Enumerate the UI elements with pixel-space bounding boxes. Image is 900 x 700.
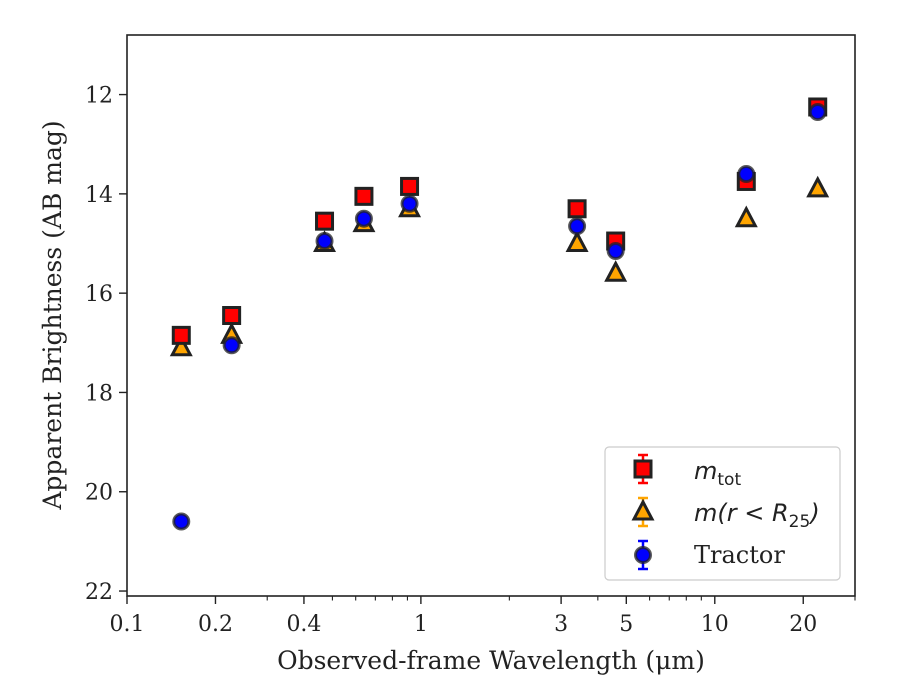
- data-point-tractor: [737, 165, 756, 184]
- data-point-tractor: [222, 336, 241, 355]
- series-m-r-r25: [169, 175, 830, 357]
- x-tick-label: 3: [554, 612, 568, 637]
- axes: 0.1 0.2 0.4 1 3 5 10 20 12 14 16 18 20 22: [85, 34, 856, 637]
- data-point-m-r-r25: [604, 260, 628, 282]
- data-point-tractor: [568, 217, 587, 236]
- plot-area: [169, 97, 830, 531]
- data-point-m-tot: [222, 306, 242, 325]
- data-point-m-tot: [567, 199, 587, 219]
- x-tick-label: 5: [619, 612, 633, 637]
- legend-marker-tractor: [634, 539, 652, 571]
- data-point-tractor: [315, 232, 334, 251]
- y-tick-label: 12: [85, 84, 113, 109]
- data-point-tractor: [172, 512, 191, 531]
- data-point-m-tot: [315, 211, 335, 231]
- series-tractor: [172, 102, 827, 531]
- data-point-m-tot: [354, 186, 374, 206]
- data-point-tractor: [808, 102, 827, 121]
- y-tick-label: 18: [85, 381, 113, 406]
- legend-marker-m-r-r25: [631, 496, 655, 528]
- y-axis-label: Apparent Brightness (AB mag): [38, 120, 67, 510]
- series-m-tot: [171, 97, 828, 345]
- legend-label-tractor: Tractor: [694, 541, 785, 569]
- data-point-tractor: [354, 209, 373, 228]
- x-tick-label: 10: [701, 612, 729, 637]
- data-point-m-tot: [400, 176, 420, 196]
- plot-frame: [126, 34, 856, 597]
- legend-label-mr: m(r < R25): [694, 499, 820, 532]
- legend-frame: [604, 446, 841, 581]
- data-point-m-r-r25: [806, 175, 830, 198]
- data-point-m-tot: [171, 325, 191, 345]
- x-axis-label: Observed-frame Wavelength (μm): [277, 646, 705, 675]
- x-tick-label: 0.1: [110, 612, 145, 637]
- y-tick-label: 16: [85, 282, 113, 307]
- data-point-m-r-r25: [169, 334, 193, 357]
- legend-marker-m-tot: [633, 453, 653, 485]
- data-point-tractor: [606, 241, 625, 260]
- data-point-m-r-r25: [565, 230, 589, 253]
- y-tick-label: 22: [85, 580, 113, 605]
- x-tick-label: 20: [789, 612, 817, 637]
- x-tick-label: 0.2: [198, 612, 233, 637]
- y-tick-label: 20: [85, 481, 113, 506]
- legend-marker-shape: [634, 546, 652, 564]
- legend-label-mtot: mtot: [694, 457, 741, 490]
- data-point-tractor: [400, 194, 419, 213]
- legend-marker-shape: [633, 459, 653, 479]
- legend: mtot m(r < R25) Tractor: [604, 446, 841, 581]
- legend-marker-shape: [631, 498, 655, 521]
- data-point-m-r-r25: [734, 205, 758, 228]
- y-tick-label: 14: [85, 183, 113, 208]
- legend-markers: [631, 453, 655, 571]
- x-tick-label: 0.4: [286, 612, 321, 637]
- x-tick-label: 1: [414, 612, 428, 637]
